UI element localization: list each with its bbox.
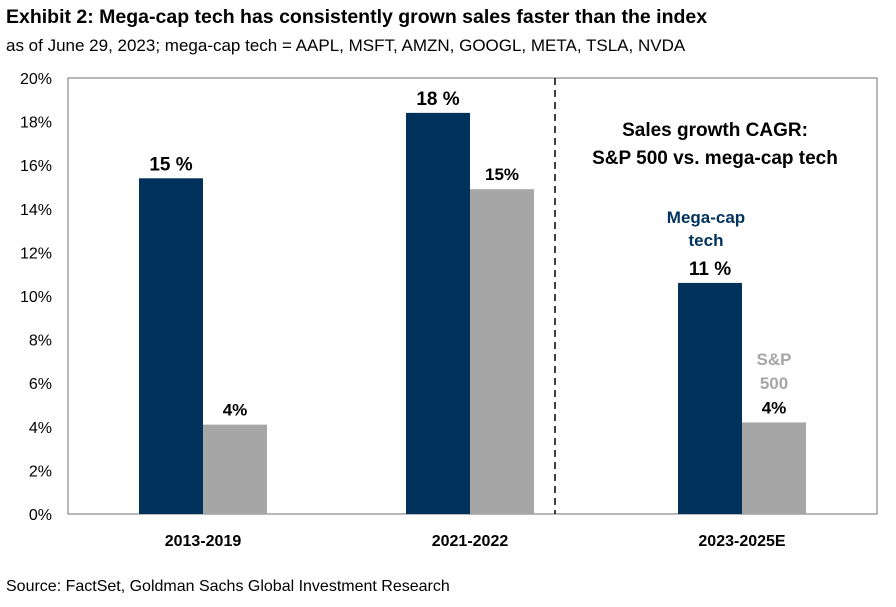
- x-tick-label: 2021-2022: [432, 533, 509, 550]
- chart-subtitle: as of June 29, 2023; mega-cap tech = AAP…: [6, 36, 686, 55]
- y-tick-label: 16%: [20, 158, 52, 175]
- annotation-line: Sales growth CAGR:: [622, 120, 808, 141]
- bar-sp500: [742, 422, 806, 514]
- data-label: 4%: [762, 398, 787, 417]
- y-tick-label: 2%: [29, 463, 52, 480]
- bar-sp500: [203, 424, 267, 514]
- y-tick-label: 10%: [20, 289, 52, 306]
- data-label: 11 %: [689, 259, 731, 280]
- y-tick-label: 0%: [29, 507, 52, 524]
- annotation-line: S&P 500 vs. mega-cap tech: [592, 148, 838, 169]
- bar-megacap: [139, 178, 203, 514]
- y-tick-label: 8%: [29, 333, 52, 350]
- x-tick-label: 2013-2019: [165, 533, 242, 550]
- chart-title: Exhibit 2: Mega-cap tech has consistentl…: [6, 6, 708, 28]
- data-label: 15%: [485, 165, 519, 184]
- series-label-sp500: 500: [760, 374, 788, 393]
- x-tick-label: 2023-2025E: [698, 533, 786, 550]
- y-tick-label: 6%: [29, 376, 52, 393]
- data-label: 18 %: [416, 89, 459, 110]
- series-label-megacap: tech: [689, 231, 724, 250]
- y-tick-label: 20%: [20, 71, 52, 88]
- bar-megacap: [678, 282, 742, 514]
- y-tick-label: 12%: [20, 245, 52, 262]
- bar-sp500: [470, 189, 534, 514]
- data-label: 15 %: [149, 154, 192, 175]
- series-label-sp500: S&P: [757, 350, 792, 369]
- series-label-megacap: Mega-cap: [667, 208, 745, 227]
- data-label: 4%: [223, 401, 248, 420]
- bar-megacap: [406, 112, 470, 514]
- y-tick-label: 4%: [29, 420, 52, 437]
- y-tick-label: 18%: [20, 115, 52, 132]
- source-note: Source: FactSet, Goldman Sachs Global In…: [6, 578, 450, 595]
- y-tick-label: 14%: [20, 202, 52, 219]
